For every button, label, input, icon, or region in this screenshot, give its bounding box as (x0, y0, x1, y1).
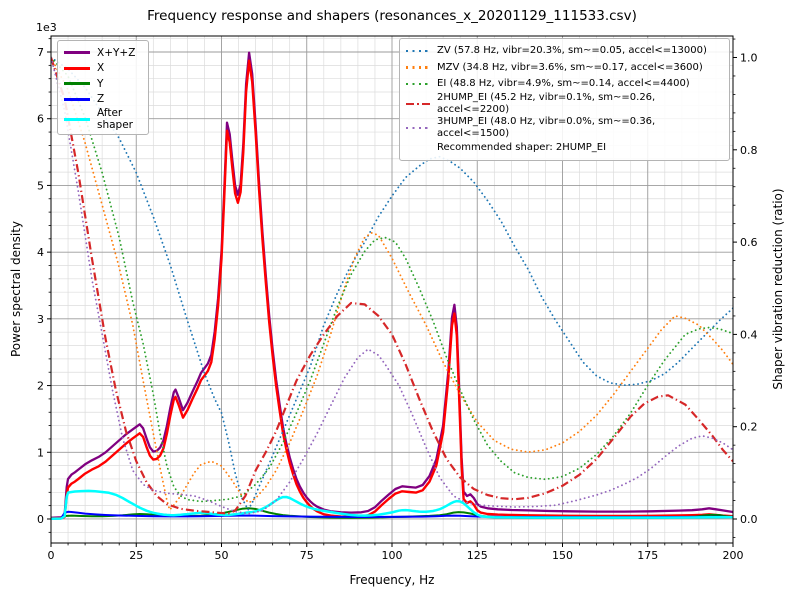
svg-text:200: 200 (723, 549, 744, 562)
svg-text:7: 7 (37, 46, 44, 59)
after-shaper-line-swatch-icon (64, 117, 90, 121)
2hump-ei-line-swatch-icon (406, 102, 430, 106)
y-axis-offset-label: 1e3 (36, 21, 57, 34)
x-axis-label: Frequency, Hz (349, 573, 435, 587)
svg-text:0: 0 (48, 549, 55, 562)
legend-item-label: Y (97, 77, 104, 90)
legend-item-label: After shaper (97, 107, 134, 131)
series-3hump-ei (51, 56, 733, 515)
svg-text:3: 3 (37, 313, 44, 326)
legend-psd: X+Y+Z X Y Z After shaper (57, 40, 149, 135)
svg-text:1: 1 (37, 446, 44, 459)
y-line-swatch-icon (64, 82, 90, 86)
svg-text:1.0: 1.0 (740, 52, 758, 65)
legend-item-mzv: MZV (34.8 Hz, vibr=3.6%, sm~=0.17, accel… (406, 59, 723, 75)
series-zv (51, 56, 733, 511)
page-title: Frequency response and shapers (resonanc… (147, 8, 637, 24)
legend-item-label: X (97, 62, 105, 75)
series-2hump-ei (51, 57, 733, 515)
legend-item-2hump-ei: 2HUMP_EI (45.2 Hz, vibr=0.1%, sm~=0.26, … (406, 92, 723, 116)
series-mzv (51, 56, 733, 511)
legend-recommended-note: Recommended shaper: 2HUMP_EI (406, 140, 723, 156)
legend-shapers: ZV (57.8 Hz, vibr=20.3%, sm~=0.05, accel… (399, 38, 730, 161)
legend-item-label: MZV (34.8 Hz, vibr=3.6%, sm~=0.17, accel… (437, 61, 703, 73)
svg-text:50: 50 (215, 549, 229, 562)
svg-text:150: 150 (552, 549, 573, 562)
legend-item-z: Z (64, 92, 143, 108)
legend-item-xyz: X+Y+Z (64, 45, 143, 61)
legend-item-ei: EI (48.8 Hz, vibr=4.9%, sm~=0.14, accel<… (406, 76, 723, 92)
legend-item-label: 3HUMP_EI (48.0 Hz, vibr=0.0%, sm~=0.36, … (437, 116, 656, 140)
3hump-ei-line-swatch-icon (406, 126, 430, 130)
ei-line-swatch-icon (406, 82, 430, 86)
svg-text:75: 75 (300, 549, 314, 562)
y-axis-left-label: Power spectral density (9, 220, 23, 358)
legend-item-3hump-ei: 3HUMP_EI (48.0 Hz, vibr=0.0%, sm~=0.36, … (406, 116, 723, 140)
legend-item-zv: ZV (57.8 Hz, vibr=20.3%, sm~=0.05, accel… (406, 43, 723, 59)
svg-text:100: 100 (382, 549, 403, 562)
svg-text:0.2: 0.2 (740, 421, 758, 434)
x-line-swatch-icon (64, 66, 90, 70)
svg-text:5: 5 (37, 179, 44, 192)
series-after-shaper (51, 489, 733, 520)
mzv-line-swatch-icon (406, 66, 430, 69)
svg-text:0.8: 0.8 (740, 144, 758, 157)
svg-text:0.6: 0.6 (740, 236, 758, 249)
legend-item-label: X+Y+Z (97, 46, 136, 59)
legend-item-label: Z (97, 93, 105, 106)
svg-text:25: 25 (129, 549, 143, 562)
z-line-swatch-icon (64, 97, 90, 101)
legend-item-y: Y (64, 76, 143, 92)
svg-text:2: 2 (37, 380, 44, 393)
recommended-shaper-text: Recommended shaper: 2HUMP_EI (437, 142, 607, 154)
xyz-line-swatch-icon (64, 51, 90, 55)
legend-item-x: X (64, 61, 143, 77)
legend-item-label: 2HUMP_EI (45.2 Hz, vibr=0.1%, sm~=0.26, … (437, 92, 656, 116)
legend-item-label: ZV (57.8 Hz, vibr=20.3%, sm~=0.05, accel… (437, 45, 707, 57)
svg-text:125: 125 (467, 549, 488, 562)
zv-line-swatch-icon (406, 49, 430, 53)
svg-text:0.0: 0.0 (740, 513, 758, 526)
svg-text:0: 0 (37, 513, 44, 526)
svg-text:6: 6 (37, 113, 44, 126)
series-x (51, 59, 733, 520)
legend-item-after-shaper: After shaper (64, 107, 143, 131)
legend-item-label: EI (48.8 Hz, vibr=4.9%, sm~=0.14, accel<… (437, 77, 690, 89)
svg-text:4: 4 (37, 246, 44, 259)
y-axis-right-label: Shaper vibration reduction (ratio) (771, 188, 785, 390)
svg-text:175: 175 (637, 549, 658, 562)
svg-text:0.4: 0.4 (740, 328, 758, 341)
